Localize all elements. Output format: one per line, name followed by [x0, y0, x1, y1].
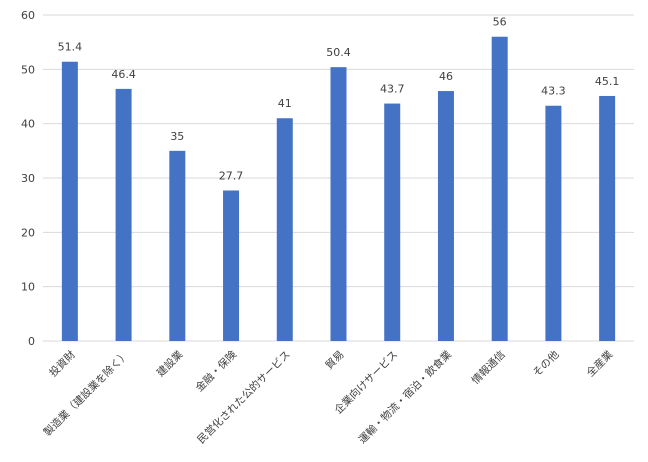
- x-category-label: 情報通信: [469, 348, 508, 387]
- data-label: 46.4: [111, 68, 136, 81]
- x-category-label: 民営化された公的サービス: [195, 348, 293, 446]
- y-axis-tick-labels: 0 10 20 30 40 50 60: [21, 9, 35, 348]
- data-labels: 51.4 46.4 35 27.7 41 50.4 43.7 46 56 43.3 45.1: [58, 16, 620, 183]
- x-category-label: 建設業: [154, 348, 186, 380]
- y-tick-label: 50: [21, 63, 35, 76]
- bar: [384, 103, 401, 342]
- y-tick-label: 40: [21, 118, 35, 131]
- data-label: 51.4: [58, 41, 83, 54]
- x-category-label: その他: [530, 348, 562, 380]
- bar: [330, 67, 347, 341]
- bar: [223, 190, 240, 341]
- bar: [599, 95, 616, 341]
- x-category-label: 運輸・物流・宿泊・飲食業: [356, 348, 455, 447]
- bar: [169, 150, 186, 341]
- data-label: 45.1: [595, 75, 620, 88]
- bar: [276, 118, 293, 341]
- data-label: 27.7: [219, 169, 244, 182]
- data-label: 56: [493, 16, 507, 29]
- y-tick-label: 20: [21, 226, 35, 239]
- y-tick-label: 0: [28, 335, 35, 348]
- bar: [437, 91, 454, 341]
- bar: [115, 88, 132, 341]
- x-category-label: 製造業（建設業を除く）: [41, 348, 132, 439]
- y-tick-label: 30: [21, 172, 35, 185]
- data-label: 35: [170, 130, 184, 143]
- x-category-label: 貿易: [323, 349, 346, 372]
- data-label: 41: [278, 97, 292, 110]
- x-category-label: 金融・保険: [193, 348, 240, 395]
- bars: [61, 36, 616, 342]
- y-tick-label: 60: [21, 9, 35, 22]
- data-label: 46: [439, 70, 453, 83]
- y-tick-label: 10: [21, 281, 35, 294]
- bar: [491, 36, 508, 341]
- x-category-label: 全産業: [584, 348, 616, 380]
- data-label: 43.7: [380, 83, 405, 96]
- data-label: 43.3: [541, 85, 566, 98]
- x-category-label: 投資財: [47, 348, 79, 380]
- bar: [61, 61, 78, 342]
- data-label: 50.4: [326, 46, 351, 59]
- bar: [545, 105, 562, 341]
